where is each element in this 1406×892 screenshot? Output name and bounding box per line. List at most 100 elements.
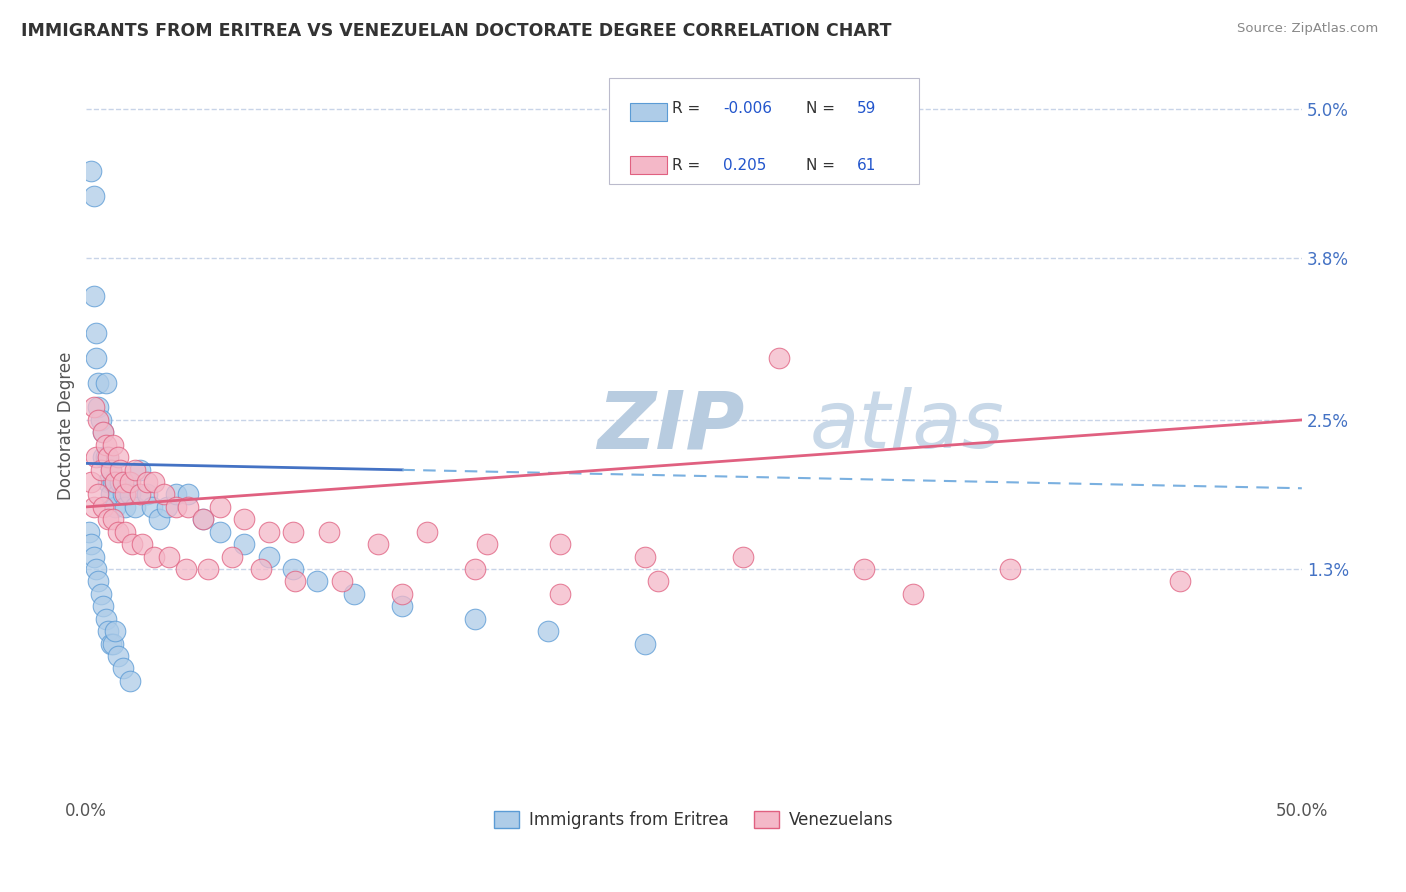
Point [94, 612, 117, 626]
Point [177, 500, 200, 514]
Point [118, 487, 141, 501]
Point [100, 487, 122, 501]
Point [391, 599, 413, 614]
Point [391, 587, 413, 601]
Point [124, 500, 146, 514]
Point [101, 475, 124, 489]
Point [191, 512, 214, 526]
Point [165, 500, 187, 514]
Point [114, 524, 136, 539]
Point [97, 475, 120, 489]
Point [537, 624, 560, 639]
Point [80, 537, 103, 551]
Point [284, 574, 307, 589]
Point [87, 487, 110, 501]
Point [257, 524, 280, 539]
Point [83, 500, 105, 514]
Point [141, 500, 163, 514]
Point [87, 413, 110, 427]
Point [97, 450, 120, 465]
Point [104, 475, 127, 489]
Text: IMMIGRANTS FROM ERITREA VS VENEZUELAN DOCTORATE DEGREE CORRELATION CHART: IMMIGRANTS FROM ERITREA VS VENEZUELAN DO… [21, 22, 891, 40]
Point [197, 562, 219, 576]
Point [191, 512, 214, 526]
Point [84, 326, 107, 340]
Point [100, 462, 122, 476]
Text: 59: 59 [858, 101, 876, 116]
Point [343, 587, 366, 601]
Point [91, 450, 114, 465]
Point [330, 574, 353, 589]
Point [221, 549, 243, 564]
Point [415, 524, 437, 539]
Point [477, 537, 499, 551]
Point [107, 648, 129, 663]
Point [165, 487, 187, 501]
Point [136, 475, 159, 489]
Point [100, 636, 122, 650]
Point [634, 636, 657, 650]
Point [901, 587, 924, 601]
Point [90, 462, 112, 476]
Point [647, 574, 669, 589]
Point [634, 549, 657, 564]
Point [307, 574, 329, 589]
Point [107, 487, 129, 501]
Point [155, 500, 177, 514]
Point [121, 537, 143, 551]
Point [281, 524, 304, 539]
Point [208, 524, 231, 539]
Point [114, 500, 136, 514]
Point [177, 487, 200, 501]
Point [233, 512, 256, 526]
Point [90, 413, 112, 427]
Point [107, 450, 129, 465]
Y-axis label: Doctorate Degree: Doctorate Degree [58, 352, 75, 500]
Point [84, 351, 107, 365]
Point [84, 450, 107, 465]
Point [998, 562, 1021, 576]
Point [100, 462, 122, 476]
Point [367, 537, 389, 551]
Point [111, 487, 134, 501]
Point [110, 475, 132, 489]
Point [87, 376, 110, 390]
Point [118, 475, 141, 489]
Point [111, 475, 134, 489]
Point [124, 462, 146, 476]
Point [131, 537, 153, 551]
Point [87, 574, 110, 589]
Point [148, 512, 170, 526]
Point [143, 549, 166, 564]
Text: atlas: atlas [810, 387, 1004, 465]
Point [104, 500, 127, 514]
Point [91, 425, 114, 440]
Point [1168, 574, 1191, 589]
Point [768, 351, 790, 365]
Legend: Immigrants from Eritrea, Venezuelans: Immigrants from Eritrea, Venezuelans [488, 804, 900, 836]
Text: N =: N = [806, 158, 839, 172]
Point [110, 462, 132, 476]
Text: ZIP: ZIP [596, 387, 744, 465]
Text: R =: R = [672, 158, 710, 172]
Point [118, 673, 141, 688]
Point [83, 288, 105, 302]
Point [94, 438, 117, 452]
FancyBboxPatch shape [609, 78, 920, 185]
Point [84, 562, 107, 576]
Point [97, 512, 120, 526]
Text: 61: 61 [858, 158, 876, 172]
Point [77, 524, 100, 539]
Point [550, 587, 572, 601]
Point [90, 587, 112, 601]
Point [111, 661, 134, 675]
Point [853, 562, 876, 576]
Point [114, 487, 136, 501]
Point [87, 401, 110, 415]
Point [208, 500, 231, 514]
Point [257, 549, 280, 564]
Point [101, 438, 124, 452]
Point [153, 487, 176, 501]
Point [550, 537, 572, 551]
Point [94, 376, 117, 390]
